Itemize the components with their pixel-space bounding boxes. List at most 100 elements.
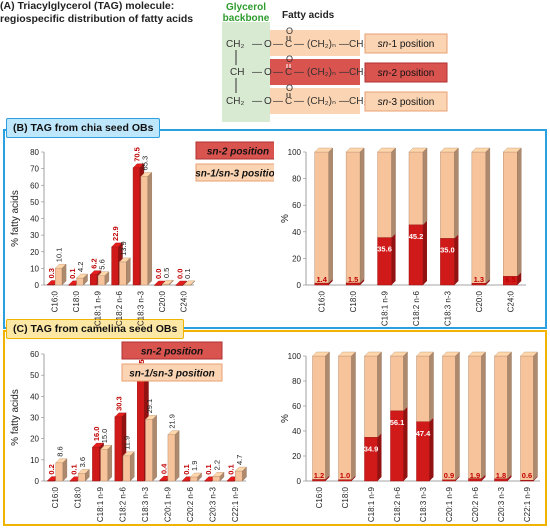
y-tick-label: 60 xyxy=(30,350,39,359)
legend-sn13-label: sn-1/sn-3 position xyxy=(195,169,274,180)
stack-segment-sn13 xyxy=(502,147,522,277)
y-tick-label: 10 xyxy=(30,264,39,273)
x-tick-label: C18:1 n-9 xyxy=(367,486,376,522)
y-tick-label: 40 xyxy=(292,427,301,436)
data-label-sn2: 70.5 xyxy=(133,147,142,162)
svg-text:O: O xyxy=(264,39,272,50)
y-tick-label: 60 xyxy=(292,201,301,210)
x-tick-label: C22:1 n-9 xyxy=(231,486,240,522)
bar-sn13 xyxy=(161,279,174,286)
y-axis-label: % xyxy=(280,214,291,223)
x-tick-label: C18:2 n-6 xyxy=(412,290,421,326)
y-tick-label: 40 xyxy=(30,392,39,401)
x-tick-label: C18:0 xyxy=(349,290,358,312)
y-tick-label: 20 xyxy=(292,254,301,263)
panel-c-title: (C) TAG from camelina seed OBs xyxy=(6,319,185,339)
data-label-sn2: 0.0 xyxy=(175,269,184,279)
data-label-sn2-share: 47.4 xyxy=(416,429,431,438)
bar-sn13 xyxy=(140,171,153,286)
data-label-sn2: 0.3 xyxy=(47,268,56,278)
bar-sn13 xyxy=(167,430,180,482)
x-tick-label: C20:2 n-6 xyxy=(471,486,480,522)
svg-text:C: C xyxy=(285,39,292,50)
svg-text:—: — xyxy=(339,39,349,50)
bar-sn13 xyxy=(212,471,225,482)
y-tick-label: 50 xyxy=(30,198,39,207)
y-tick-label: 0 xyxy=(297,281,302,290)
y-tick-label: 50 xyxy=(30,371,39,380)
bar-sn2 xyxy=(175,280,188,286)
svg-text:—: — xyxy=(252,39,262,50)
x-tick-label: C20:1 n-9 xyxy=(163,486,172,522)
svg-text:O: O xyxy=(286,54,293,64)
stack-segment-sn13 xyxy=(377,147,397,239)
y-tick-label: 30 xyxy=(30,414,39,423)
data-label-sn13: 8.6 xyxy=(55,446,64,456)
y-tick-label: 30 xyxy=(30,231,39,240)
x-tick-label: C18:1 n-9 xyxy=(96,486,105,522)
y-tick-label: 60 xyxy=(30,181,39,190)
bar-sn13 xyxy=(234,466,247,482)
data-label-sn2: 0.1 xyxy=(204,464,213,474)
stack-segment-sn13 xyxy=(345,147,365,284)
stack-segment-sn13 xyxy=(471,147,491,284)
stack-segment-sn13 xyxy=(520,351,538,481)
x-tick-label: C18:3 n-3 xyxy=(136,290,145,326)
fatty-acid-chain-2-box xyxy=(270,59,360,85)
data-label-sn13: 11.9 xyxy=(123,436,132,450)
data-label-sn2: 0.0 xyxy=(154,269,163,279)
data-label-sn2-share: 1.4 xyxy=(316,275,327,284)
x-tick-label: C18:2 n-6 xyxy=(393,486,402,522)
stack-segment-sn2 xyxy=(408,220,427,286)
x-tick-label: C22:1 n-9 xyxy=(523,486,532,522)
data-label-sn13: 13.9 xyxy=(119,241,128,256)
tag-chemical-structure: CH₂ — O — C — (CH₂)ₙ — CH₃ O CH — O — C — (CH₂)ₙ — CH₃ O… xyxy=(226,26,368,107)
bar-sn13 xyxy=(76,273,88,286)
svg-text:—: — xyxy=(294,67,304,78)
legend-sn13 xyxy=(195,163,274,182)
data-label-sn2-share: 34.9 xyxy=(364,444,379,453)
x-tick-label: C18:0 xyxy=(341,486,350,508)
y-tick-label: 80 xyxy=(30,148,39,157)
stack-segment-sn13 xyxy=(442,351,460,481)
stack-segment-sn2 xyxy=(440,234,459,286)
svg-text:sn-1 position: sn-1 position xyxy=(378,39,435,50)
stack-segment-sn2 xyxy=(494,474,512,482)
data-label-sn2-share: 1.3 xyxy=(474,275,484,284)
svg-text:—: — xyxy=(252,96,262,107)
stack-segment-sn2 xyxy=(503,272,522,286)
bar-sn13 xyxy=(54,263,67,286)
bar-sn13 xyxy=(119,257,131,286)
data-label-sn2: 6.2 xyxy=(90,258,99,268)
data-label-sn2-share: 56.1 xyxy=(390,418,405,427)
y-tick-label: 40 xyxy=(30,215,39,224)
fatty-acids-label: Fatty acids xyxy=(282,10,335,21)
data-label-sn2-share: 1.0 xyxy=(340,471,350,480)
panel-c-camelina xyxy=(3,330,547,526)
data-label-sn13: 21.9 xyxy=(168,414,177,429)
svg-text:—: — xyxy=(252,67,262,78)
data-label-sn2-share: 35.6 xyxy=(377,245,392,254)
svg-text:—: — xyxy=(339,96,349,107)
svg-text:(CH₂)ₙ: (CH₂)ₙ xyxy=(307,96,336,107)
stack-segment-sn2 xyxy=(390,406,408,482)
data-label-sn2-share: 0.9 xyxy=(444,471,454,480)
x-tick-label: C18:2 n-6 xyxy=(119,486,128,522)
data-label-sn2: 0.1 xyxy=(227,464,236,474)
data-label-sn13: 1.9 xyxy=(190,461,199,471)
data-label-sn2: 16.0 xyxy=(92,427,101,442)
stack-segment-sn13 xyxy=(494,351,512,480)
stack-segment-sn13 xyxy=(390,351,408,412)
y-tick-label: 40 xyxy=(292,228,301,237)
stack-segment-sn13 xyxy=(314,147,334,284)
data-label-sn13: 10.1 xyxy=(55,248,64,263)
svg-text:(CH₂)ₙ: (CH₂)ₙ xyxy=(307,39,336,50)
data-label-sn2-share: 45.2 xyxy=(409,232,424,241)
legend-sn2-label: sn-2 position xyxy=(141,347,203,358)
svg-text:O: O xyxy=(264,96,272,107)
svg-text:—: — xyxy=(273,96,283,107)
bar-sn13 xyxy=(189,472,203,482)
legend-sn2 xyxy=(121,341,223,360)
data-label-sn2: 30.3 xyxy=(114,396,123,411)
y-tick-label: 100 xyxy=(288,352,302,361)
